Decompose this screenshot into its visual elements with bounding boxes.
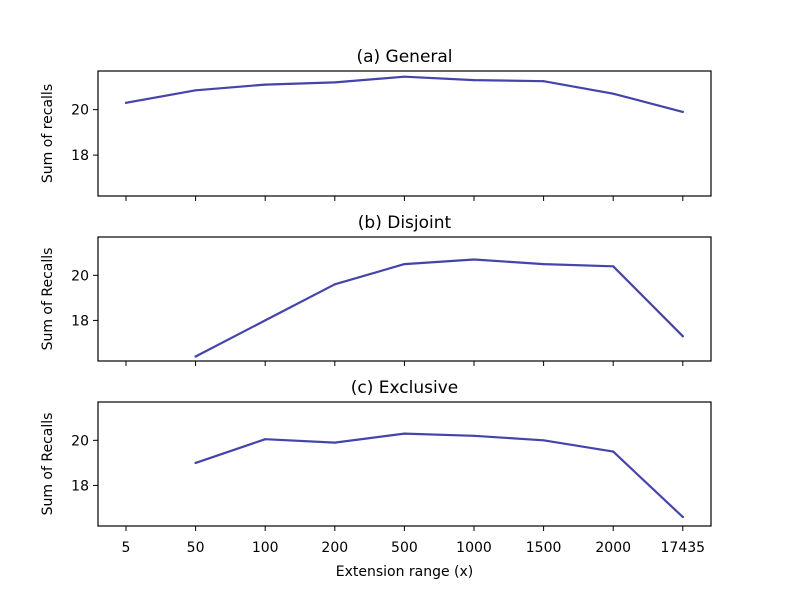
data-point (194, 89, 197, 92)
data-point (681, 335, 684, 338)
data-point (124, 101, 128, 104)
plot-frame (97, 401, 712, 527)
data-point (681, 110, 684, 114)
series-line (194, 432, 684, 519)
panel-title: (b) Disjoint (358, 213, 452, 233)
x-tick-label: 100 (252, 540, 279, 556)
data-point (194, 461, 197, 464)
data-point (472, 434, 476, 437)
data-point (542, 80, 545, 83)
series-line (124, 75, 684, 114)
x-tick-label: 200 (321, 540, 348, 556)
data-point (403, 432, 406, 435)
data-point (403, 75, 406, 78)
data-point (472, 78, 476, 82)
plot-frame (97, 236, 712, 362)
data-point (264, 83, 267, 86)
data-point (542, 262, 545, 266)
panel-title: (c) Exclusive (351, 378, 458, 398)
x-tick-label: 500 (391, 540, 418, 556)
data-point (612, 92, 615, 95)
series-line (194, 258, 684, 358)
x-tick-label: 50 (187, 540, 205, 556)
y-tick-label: 20 (71, 433, 89, 449)
data-point (194, 355, 197, 358)
data-point (264, 319, 267, 322)
y-tick-label: 18 (71, 313, 89, 329)
x-tick-label: 5 (122, 540, 131, 556)
y-axis-label: Sum of Recalls (40, 413, 56, 516)
y-axis-label: Sum of recalls (40, 84, 56, 183)
y-tick-label: 20 (71, 103, 89, 119)
data-point (542, 439, 545, 442)
plot-frame (97, 70, 712, 197)
data-point (612, 450, 615, 453)
x-tick-label: 2000 (595, 540, 631, 556)
x-tick-label: 17435 (661, 540, 706, 556)
data-point (472, 258, 476, 261)
y-axis-label: Sum of Recalls (40, 248, 56, 351)
panel-2: (b) Disjoint 18 20 Sum of Recalls (40, 213, 712, 366)
y-tick-label: 18 (71, 478, 89, 494)
data-point (333, 441, 336, 444)
data-point (333, 283, 336, 286)
y-tick-label: 18 (71, 148, 89, 164)
x-tick-label: 1500 (526, 540, 562, 556)
data-point (264, 438, 267, 441)
data-point (612, 265, 615, 268)
panel-3: (c) Exclusive 18 20 Sum of Recalls 5 50 100 200… (40, 378, 712, 580)
y-tick-label: 20 (71, 268, 89, 284)
panel-1: (a) General 18 20 Sum of recalls (40, 47, 712, 201)
x-tick-label: 1000 (456, 540, 492, 556)
x-axis-label: Extension range (x) (336, 564, 474, 580)
data-point (403, 262, 406, 266)
panel-title: (a) General (356, 47, 452, 67)
data-point (681, 515, 684, 519)
data-point (333, 81, 336, 84)
